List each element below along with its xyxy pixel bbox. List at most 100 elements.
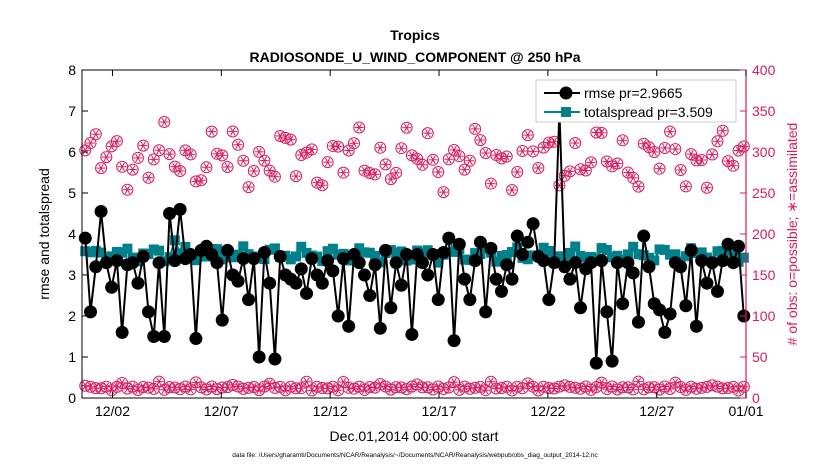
left-y-axis-label: rmse and totalspread (36, 168, 52, 300)
totalspread-point (470, 248, 481, 259)
obs-possible-marker (669, 143, 682, 156)
rmse-point (442, 231, 456, 245)
obs-circle (374, 141, 387, 154)
obs-circle (353, 121, 366, 134)
rmse-point (215, 313, 229, 327)
rmse-point (84, 305, 98, 319)
rmse-point (547, 256, 561, 270)
obs-asterisk-stroke (614, 159, 621, 168)
obs-possible-marker (585, 156, 598, 169)
obs-asterisk-stroke (193, 378, 199, 387)
left-y-tick-label: 7 (68, 103, 76, 119)
obs-circle (147, 153, 160, 166)
obs-asterisk-stroke (93, 130, 99, 139)
rmse-point (679, 299, 693, 313)
obs-asterisk-stroke (256, 385, 262, 395)
obs-asterisk-stroke (119, 378, 125, 388)
rmse-point (431, 293, 445, 307)
rmse-point (394, 278, 408, 292)
totalspread-point (638, 250, 649, 261)
obs-circle (358, 164, 371, 177)
obs-asterisk-stroke (551, 137, 557, 146)
rmse-point (110, 254, 124, 268)
obs-possible-marker (506, 184, 519, 197)
obs-asterisk-stroke (482, 386, 489, 395)
x-axis: 12/02 12/07 12/12 12/17 12/22 12/27 01/01 (95, 70, 764, 419)
totalspread-point (148, 244, 159, 255)
obs-possible-marker (400, 121, 413, 134)
totalspread-point (359, 247, 370, 258)
obs-asterisk-stroke (446, 155, 452, 164)
obs-circle (374, 378, 387, 391)
obs-asterisk-stroke (619, 136, 626, 145)
x-tick-label: 12/07 (204, 403, 239, 419)
totalspread-point (612, 250, 623, 261)
totalspread-point (643, 252, 654, 263)
obs-possible-marker (158, 115, 171, 128)
obs-possible-marker (458, 163, 471, 176)
totalspread-point (117, 247, 128, 258)
right-y-axis-label: # of obs: o=possible; ∗=assimilated (784, 123, 800, 346)
obs-possible-marker (121, 183, 134, 196)
obs-asterisk-stroke (182, 382, 189, 391)
rmse-point (610, 256, 624, 270)
rmse-point (326, 264, 340, 278)
obs-asterisk-stroke (540, 143, 547, 152)
obs-possible-marker (727, 159, 740, 172)
obs-possible-marker (174, 165, 187, 178)
obs-asterisk-stroke (472, 124, 478, 134)
rmse-point (452, 237, 466, 251)
obs-circle (337, 166, 350, 179)
rmse-point (705, 256, 719, 270)
obs-asterisk-stroke (235, 140, 241, 149)
obs-asterisk-stroke (177, 166, 183, 176)
obs-asterisk-stroke (714, 137, 721, 146)
obs-possible-marker (426, 153, 439, 166)
obs-asterisk-stroke (324, 157, 331, 167)
obs-circle (458, 163, 471, 176)
rmse-point (631, 315, 645, 329)
obs-circle (205, 125, 218, 138)
rmse-point (542, 293, 556, 307)
obs-circle (495, 152, 508, 165)
obs-possible-marker-low (737, 380, 750, 393)
obs-circle (658, 380, 671, 393)
obs-possible-marker-low (632, 375, 645, 388)
obs-asterisk-stroke (725, 156, 731, 166)
rmse-point (574, 301, 588, 315)
rmse-point (510, 229, 524, 243)
obs-asterisk-stroke (477, 382, 484, 392)
obs-asterisk-stroke (156, 377, 162, 386)
plot-area (78, 104, 751, 397)
obs-asterisk-stroke (662, 143, 668, 153)
rmse-point (537, 254, 551, 268)
obs-asterisk-stroke (482, 148, 489, 158)
obs-asterisk-stroke (525, 379, 531, 388)
obs-circle (426, 153, 439, 166)
obs-circle (216, 149, 229, 162)
obs-asterisk-stroke (277, 382, 283, 391)
obs-asterisk-stroke (288, 135, 294, 144)
rmse-point (500, 258, 514, 272)
obs-asterisk-stroke (598, 128, 605, 138)
rmse-point (400, 248, 414, 261)
totalspread-point (580, 252, 591, 263)
obs-asterisk-stroke (425, 129, 431, 138)
obs-asterisk-stroke (340, 168, 347, 177)
rmse-point (147, 330, 161, 343)
rmse-series (78, 104, 751, 370)
legend-rmse-label: rmse pr=2.9665 (584, 85, 683, 101)
obs-asterisk-stroke (414, 154, 420, 163)
totalspread-point (90, 245, 101, 256)
obs-circle (711, 135, 724, 148)
obs-asterisk-stroke (251, 166, 257, 176)
obs-circle (184, 148, 197, 161)
obs-possible-marker-low (147, 382, 160, 395)
obs-circle (369, 168, 382, 181)
obs-possible-marker (89, 128, 102, 141)
obs-circle (174, 165, 187, 178)
totalspread-point (712, 246, 723, 257)
obs-possible-marker (332, 140, 345, 153)
rmse-point (521, 235, 535, 249)
